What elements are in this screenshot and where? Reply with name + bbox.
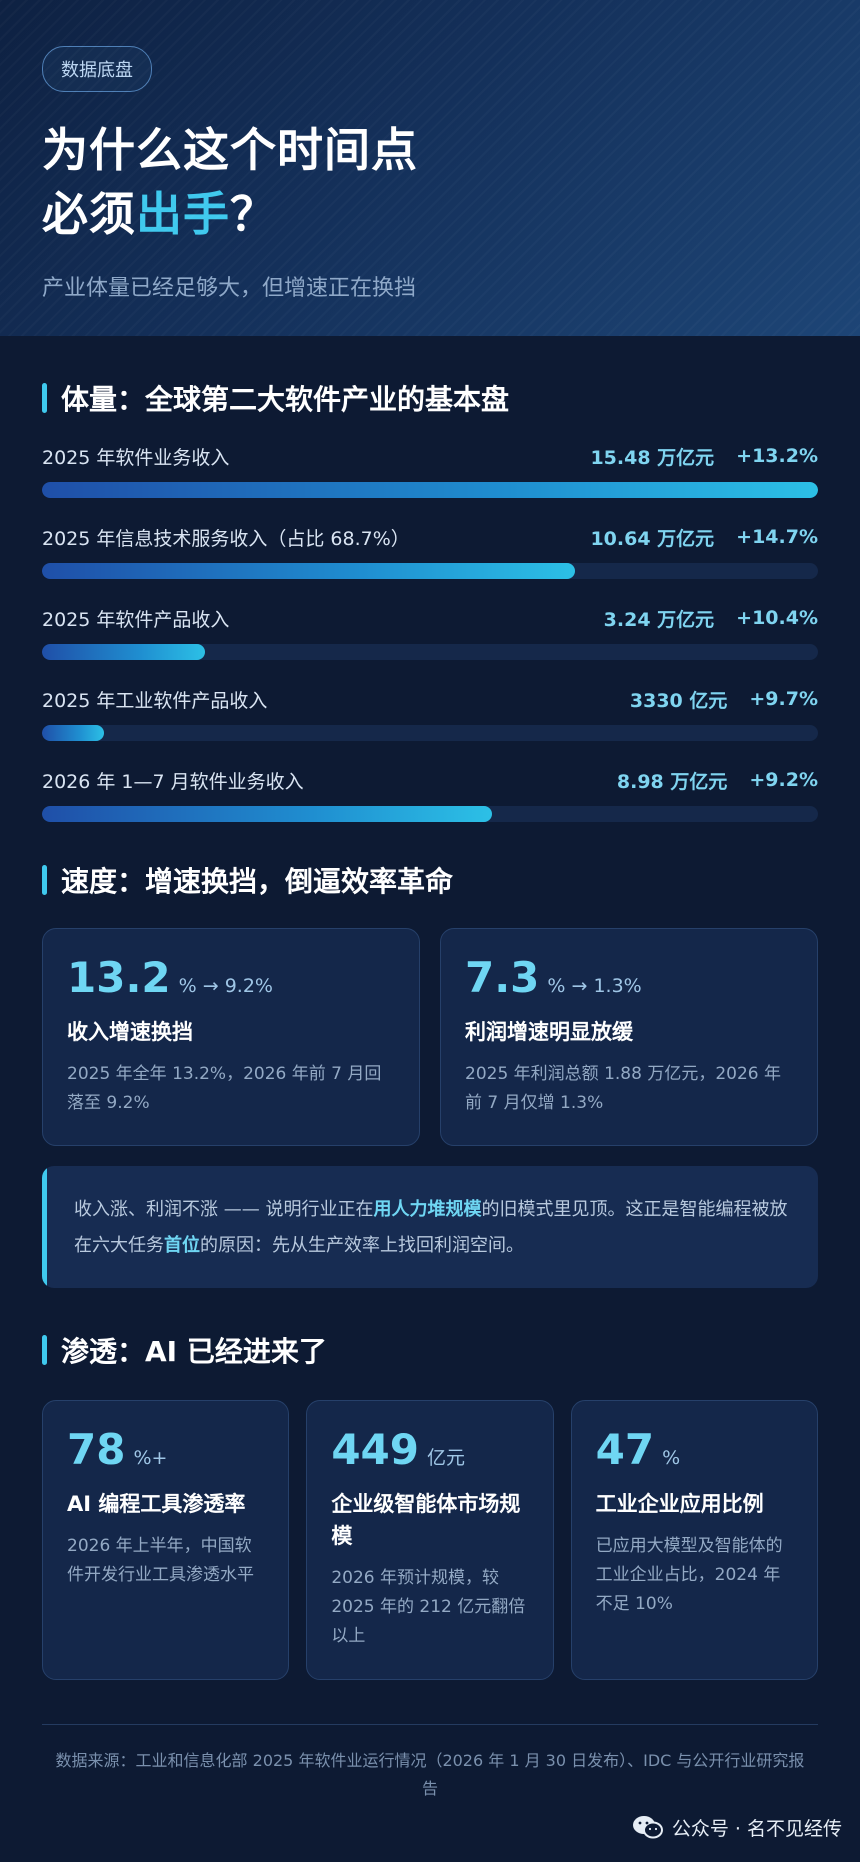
metric-growth: +14.7% [736,526,818,548]
wechat-icon [632,1815,663,1838]
progress-track [42,725,818,741]
insight-note: 收入涨、利润不涨 —— 说明行业正在用人力堆规模的旧模式里见顶。这正是智能编程被… [42,1166,818,1288]
progress-fill [42,482,818,498]
penetration-cards: 78 %+ AI 编程工具渗透率 2026 年上半年，中国软件开发行业工具渗透水… [42,1400,818,1680]
progress-fill [42,644,205,660]
stat-card: 13.2 % → 9.2% 收入增速换挡 2025 年全年 13.2%，2026… [42,928,420,1146]
title-line-1: 为什么这个时间点 [42,123,418,177]
page-title: 为什么这个时间点 必须出手？ [42,118,818,246]
metric-growth: +9.2% [749,769,818,791]
section-title-text: 渗透：AI 已经进来了 [61,1335,327,1368]
metric-label: 2025 年工业软件产品收入 [42,689,268,712]
page-subtitle: 产业体量已经足够大，但增速正在换挡 [42,276,417,301]
category-tag: 数据底盘 [42,46,152,92]
section-title-text: 体量：全球第二大软件产业的基本盘 [61,383,510,416]
watermark-text: 公众号 · 名不见经传 [671,1818,842,1840]
stat-card: 47 % 工业企业应用比例 已应用大模型及智能体的工业企业占比，2024 年不足… [570,1400,818,1680]
note-emphasis: 首位 [164,1235,200,1256]
stat-number: 78 [67,1425,126,1474]
stat-title: AI 编程工具渗透率 [67,1492,246,1516]
metrics-list: 2025 年软件业务收入 15.48 万亿元 +13.2% 2025 年信息技术… [42,438,818,822]
metric-growth: +9.7% [749,688,818,710]
stat-description: 2025 年利润总额 1.88 万亿元，2026 年前 7 月仅增 1.3% [465,1064,781,1113]
stat-card: 7.3 % → 1.3% 利润增速明显放缓 2025 年利润总额 1.88 万亿… [440,928,818,1146]
metric-item: 2026 年 1—7 月软件业务收入 8.98 万亿元 +9.2% [42,762,818,822]
progress-track [42,644,818,660]
title-line-2-prefix: 必须 [42,187,136,241]
metric-label: 2025 年信息技术服务收入（占比 68.7%） [42,527,410,550]
metric-item: 2025 年信息技术服务收入（占比 68.7%） 10.64 万亿元 +14.7… [42,519,818,579]
progress-fill [42,725,105,741]
metric-item: 2025 年工业软件产品收入 3330 亿元 +9.7% [42,681,818,741]
metric-item: 2025 年软件产品收入 3.24 万亿元 +10.4% [42,600,818,660]
metric-label: 2025 年软件业务收入 [42,446,230,469]
section-accent-bar [42,383,47,413]
watermark: 公众号 · 名不见经传 [632,1814,842,1841]
section-title-text: 速度：增速换挡，倒逼效率革命 [61,865,454,898]
note-text: 收入涨、利润不涨 —— 说明行业正在 [74,1199,374,1220]
note-emphasis: 用人力堆规模 [373,1199,482,1220]
progress-track [42,806,818,822]
metric-item: 2025 年软件业务收入 15.48 万亿元 +13.2% [42,438,818,498]
note-text: 的旧模式里见顶。这正是智能编程被放在六大任务 [74,1199,788,1256]
stat-title: 工业企业应用比例 [595,1492,764,1516]
hero-header: 数据底盘 为什么这个时间点 必须出手？ 产业体量已经足够大，但增速正在换挡 [0,0,860,336]
stat-description: 2026 年预计规模，较 2025 年的 212 亿元翻倍以上 [331,1568,526,1646]
stat-title: 企业级智能体市场规模 [331,1492,521,1548]
title-highlight: 出手 [136,187,230,241]
section-accent-bar [42,865,47,895]
note-text: 的原因：先从生产效率上找回利润空间。 [200,1235,524,1256]
progress-track [42,563,818,579]
stat-card: 78 %+ AI 编程工具渗透率 2026 年上半年，中国软件开发行业工具渗透水… [42,1400,290,1680]
stat-number: 47 [595,1425,655,1474]
section-title-scale: 体量：全球第二大软件产业的基本盘 [42,378,818,418]
stat-unit: % → 9.2% [178,975,273,997]
metric-value: 3330 亿元 [629,689,728,712]
metric-value: 15.48 万亿元 [590,446,715,469]
data-source: 数据来源：工业和信息化部 2025 年软件业运行情况（2026 年 1 月 30… [55,1751,805,1798]
progress-fill [42,563,576,579]
stat-number: 7.3 [465,953,540,1002]
footer-divider [42,1724,818,1725]
section-title-speed: 速度：增速换挡，倒逼效率革命 [42,860,818,900]
stat-title: 收入增速换挡 [67,1020,193,1044]
metric-growth: +13.2% [736,445,818,467]
section-title-penetration: 渗透：AI 已经进来了 [42,1330,818,1370]
stat-unit: 亿元 [427,1447,466,1469]
section-accent-bar [42,1335,47,1365]
stat-number: 13.2 [67,953,171,1002]
stat-unit: % [662,1447,681,1469]
title-line-2-suffix: ？ [230,187,277,241]
stat-unit: % → 1.3% [547,975,642,997]
stat-title: 利润增速明显放缓 [465,1020,633,1044]
stat-description: 已应用大模型及智能体的工业企业占比，2024 年不足 10% [595,1536,783,1614]
metric-value: 3.24 万亿元 [603,608,715,631]
metric-value: 10.64 万亿元 [590,527,715,550]
stat-description: 2026 年上半年，中国软件开发行业工具渗透水平 [67,1536,254,1585]
metric-growth: +10.4% [736,607,818,629]
metric-label: 2026 年 1—7 月软件业务收入 [42,770,304,793]
stat-description: 2025 年全年 13.2%，2026 年前 7 月回落至 9.2% [67,1064,382,1113]
stat-number: 449 [331,1425,419,1474]
stat-unit: %+ [133,1447,168,1469]
metric-label: 2025 年软件产品收入 [42,608,230,631]
metric-value: 8.98 万亿元 [616,770,728,793]
stat-card: 449 亿元 企业级智能体市场规模 2026 年预计规模，较 2025 年的 2… [306,1400,554,1680]
progress-track [42,482,818,498]
speed-cards: 13.2 % → 9.2% 收入增速换挡 2025 年全年 13.2%，2026… [42,928,818,1146]
progress-fill [42,806,493,822]
